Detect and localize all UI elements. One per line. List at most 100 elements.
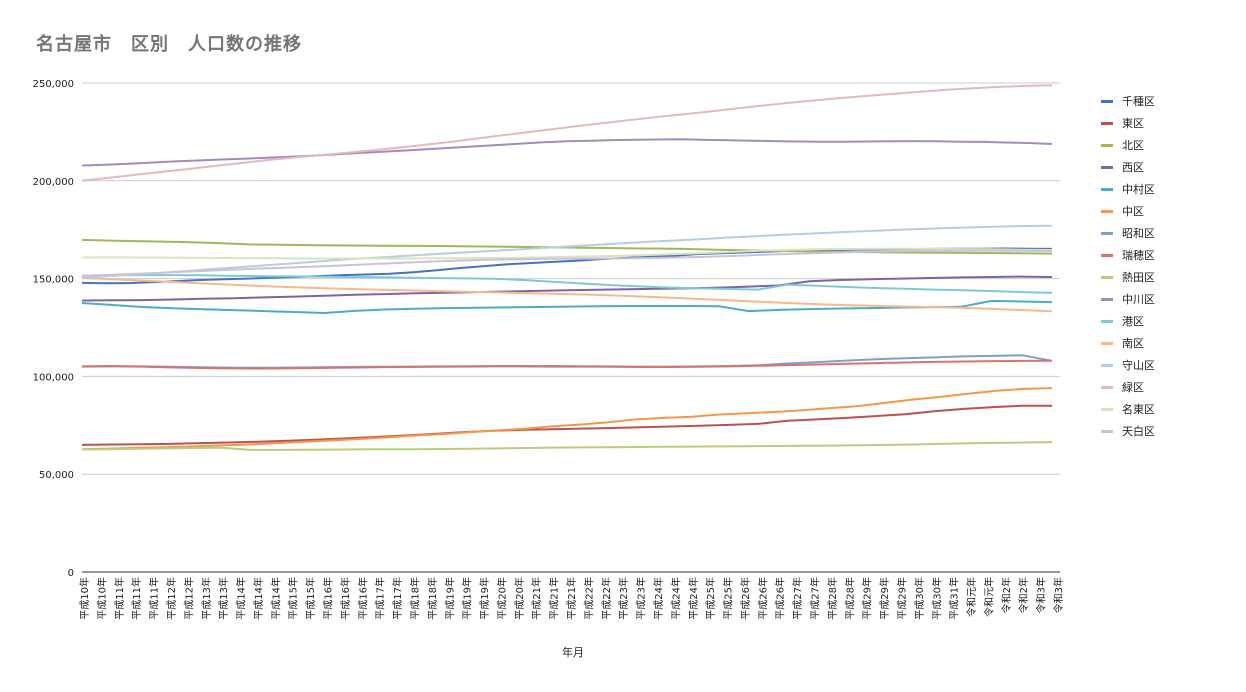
x-tick-label: 平成14年 bbox=[235, 577, 248, 620]
y-axis-ticks: 0 50,000 100,000 150,000 200,000 250,000 bbox=[33, 79, 74, 579]
legend-swatch bbox=[1101, 342, 1113, 345]
legend-label: 中区 bbox=[1122, 205, 1144, 218]
x-tick-label: 平成26年 bbox=[774, 577, 787, 620]
x-tick-label: 平成10年 bbox=[95, 577, 108, 620]
legend-label: 北区 bbox=[1122, 139, 1144, 152]
x-tick-label: 平成11年 bbox=[148, 577, 161, 620]
legend-swatch bbox=[1101, 320, 1113, 323]
x-tick-label: 平成21年 bbox=[548, 577, 561, 620]
legend-label: 昭和区 bbox=[1122, 227, 1155, 240]
x-axis-ticks: 平成10年 平成10年 平成11年 平成11年 平成11年 平成12年 平成12年 平成13年… bbox=[78, 577, 1065, 620]
x-tick-label: 平成13年 bbox=[217, 577, 230, 620]
legend-swatch bbox=[1101, 144, 1113, 147]
legend-swatch bbox=[1101, 100, 1113, 103]
x-tick-label: 平成19年 bbox=[461, 577, 474, 620]
series-line-3 bbox=[81, 275, 1053, 302]
x-tick-label: 平成14年 bbox=[252, 577, 265, 620]
x-tick-label: 平成29年 bbox=[895, 577, 908, 620]
x-tick-label: 令和2年 bbox=[1017, 577, 1030, 613]
legend-swatch bbox=[1101, 254, 1113, 257]
x-tick-label: 平成15年 bbox=[287, 577, 300, 620]
x-tick-label: 平成20年 bbox=[495, 577, 508, 620]
series-line-12 bbox=[81, 224, 1053, 279]
chart-title: 名古屋市 区別 人口数の推移 bbox=[36, 34, 302, 55]
legend-swatch bbox=[1101, 210, 1113, 213]
series-line-10 bbox=[81, 274, 1053, 294]
x-tick-label: 平成24年 bbox=[652, 577, 665, 620]
x-tick-label: 平成12年 bbox=[182, 577, 195, 620]
legend-label: 中村区 bbox=[1122, 182, 1155, 196]
x-tick-label: 平成30年 bbox=[930, 577, 943, 620]
x-tick-label: 平成23年 bbox=[617, 577, 630, 620]
series-lines bbox=[81, 84, 1053, 451]
legend-label: 中川区 bbox=[1122, 293, 1155, 306]
y-tick-label: 200,000 bbox=[33, 177, 74, 188]
legend-swatch bbox=[1101, 298, 1113, 301]
legend-label: 港区 bbox=[1122, 315, 1144, 328]
series-line-4 bbox=[81, 299, 1053, 314]
series-line-9 bbox=[81, 138, 1053, 167]
x-tick-label: 平成29年 bbox=[861, 577, 874, 620]
legend-swatch bbox=[1101, 188, 1113, 191]
legend-swatch bbox=[1101, 408, 1113, 411]
legend-swatch bbox=[1101, 386, 1113, 389]
x-tick-label: 平成19年 bbox=[478, 577, 491, 620]
y-tick-label: 100,000 bbox=[33, 372, 74, 383]
legend-label: 西区 bbox=[1122, 161, 1144, 174]
x-tick-label: 平成26年 bbox=[756, 577, 769, 620]
x-tick-label: 平成10年 bbox=[78, 577, 91, 620]
x-tick-label: 平成22年 bbox=[582, 577, 595, 620]
legend-label: 東区 bbox=[1122, 117, 1144, 130]
x-tick-label: 平成26年 bbox=[739, 577, 752, 620]
legend: 千種区東区北区西区中村区中区昭和区瑞穂区熱田区中川区港区南区守山区緑区名東区天白… bbox=[1101, 94, 1155, 438]
x-tick-label: 平成15年 bbox=[304, 577, 317, 620]
y-tick-label: 50,000 bbox=[39, 470, 74, 481]
x-tick-label: 平成17年 bbox=[374, 577, 387, 620]
x-tick-label: 平成30年 bbox=[913, 577, 926, 620]
x-tick-label: 平成27年 bbox=[791, 577, 804, 620]
legend-swatch bbox=[1101, 232, 1113, 235]
legend-label: 名東区 bbox=[1122, 402, 1155, 416]
x-axis-title: 年月 bbox=[562, 645, 584, 659]
series-line-14 bbox=[81, 247, 1053, 260]
x-tick-label: 平成16年 bbox=[322, 577, 335, 620]
legend-swatch bbox=[1101, 122, 1113, 125]
legend-swatch bbox=[1101, 430, 1113, 433]
x-tick-label: 平成23年 bbox=[635, 577, 648, 620]
series-line-5 bbox=[81, 387, 1053, 451]
grid-lines bbox=[82, 82, 1060, 573]
x-tick-label: 平成21年 bbox=[530, 577, 543, 620]
x-tick-label: 平成14年 bbox=[269, 577, 282, 620]
x-tick-label: 平成13年 bbox=[200, 577, 213, 620]
x-tick-label: 平成12年 bbox=[165, 577, 178, 620]
x-tick-label: 平成20年 bbox=[513, 577, 526, 620]
legend-swatch bbox=[1101, 166, 1113, 169]
series-line-11 bbox=[81, 277, 1053, 313]
x-tick-label: 平成21年 bbox=[565, 577, 578, 620]
x-tick-label: 平成24年 bbox=[669, 577, 682, 620]
series-line-15 bbox=[81, 249, 1053, 277]
x-tick-label: 平成18年 bbox=[408, 577, 421, 620]
legend-label: 守山区 bbox=[1122, 358, 1155, 372]
y-tick-label: 150,000 bbox=[33, 275, 74, 286]
series-line-7 bbox=[81, 359, 1053, 370]
x-tick-label: 平成19年 bbox=[443, 577, 456, 620]
legend-label: 熱田区 bbox=[1122, 271, 1155, 284]
x-tick-label: 平成28年 bbox=[843, 577, 856, 620]
y-tick-label: 250,000 bbox=[33, 79, 74, 90]
legend-label: 千種区 bbox=[1122, 94, 1155, 108]
x-tick-label: 平成22年 bbox=[600, 577, 613, 620]
x-tick-label: 平成11年 bbox=[113, 577, 126, 620]
x-tick-label: 平成24年 bbox=[687, 577, 700, 620]
x-tick-label: 平成18年 bbox=[426, 577, 439, 620]
x-tick-label: 平成25年 bbox=[704, 577, 717, 620]
x-tick-label: 平成29年 bbox=[878, 577, 891, 620]
legend-swatch bbox=[1101, 364, 1113, 367]
x-tick-label: 令和元年 bbox=[965, 577, 978, 617]
legend-label: 緑区 bbox=[1122, 380, 1144, 394]
x-tick-label: 平成16年 bbox=[339, 577, 352, 620]
legend-label: 南区 bbox=[1122, 337, 1144, 350]
series-line-13 bbox=[81, 84, 1053, 182]
